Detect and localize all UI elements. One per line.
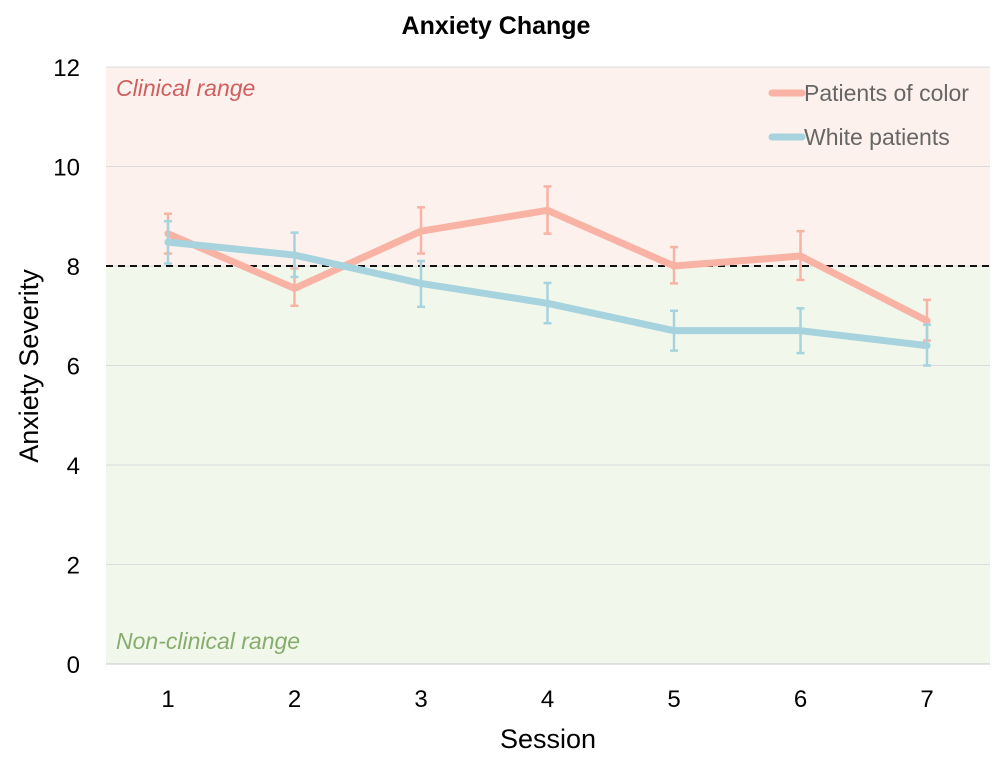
data-point-s0-6 xyxy=(797,252,804,260)
x-tick-4: 4 xyxy=(541,686,554,713)
x-tick-7: 7 xyxy=(920,686,933,713)
x-tick-labels: 1 2 3 4 5 6 7 xyxy=(161,686,933,713)
nonclinical-range-label: Non-clinical range xyxy=(116,628,300,654)
x-tick-1: 1 xyxy=(161,686,174,713)
data-point-s1-7 xyxy=(923,342,931,350)
data-point-s0-4 xyxy=(544,206,551,214)
y-tick-2: 2 xyxy=(67,553,80,580)
data-point-s0-3 xyxy=(417,227,425,235)
data-point-s1-4 xyxy=(544,299,551,307)
legend-item-0: Patients of color xyxy=(768,80,969,106)
legend: Patients of color White patients xyxy=(768,80,969,150)
data-point-s0-7 xyxy=(923,317,931,325)
x-axis-label: Session xyxy=(500,724,596,754)
series-0 xyxy=(164,185,931,342)
data-point-s1-2 xyxy=(291,251,298,259)
y-axis-label: Anxiety Severity xyxy=(14,269,44,463)
clinical-range-label: Clinical range xyxy=(116,75,255,101)
data-point-s1-5 xyxy=(670,327,678,335)
data-point-s1-1 xyxy=(164,238,172,246)
legend-label-1: White patients xyxy=(804,124,950,150)
legend-label-0: Patients of color xyxy=(804,80,969,106)
chart-title: Anxiety Change xyxy=(402,12,591,40)
data-point-s1-6 xyxy=(797,327,804,335)
y-tick-4: 4 xyxy=(67,453,80,480)
data-point-s1-3 xyxy=(417,279,425,287)
y-tick-10: 10 xyxy=(53,155,80,182)
series-layer xyxy=(164,185,931,367)
y-tick-6: 6 xyxy=(67,354,80,381)
x-tick-6: 6 xyxy=(794,686,807,713)
legend-item-1: White patients xyxy=(768,124,950,150)
data-point-s0-2 xyxy=(291,284,298,292)
y-tick-labels: 0 2 4 6 8 10 12 xyxy=(53,55,80,679)
series-1 xyxy=(164,219,931,367)
x-tick-3: 3 xyxy=(414,686,427,713)
x-tick-2: 2 xyxy=(288,686,301,713)
y-tick-8: 8 xyxy=(67,254,80,281)
y-tick-0: 0 xyxy=(67,652,80,679)
data-point-s0-5 xyxy=(670,262,678,270)
x-tick-5: 5 xyxy=(667,686,680,713)
y-tick-12: 12 xyxy=(53,55,80,82)
